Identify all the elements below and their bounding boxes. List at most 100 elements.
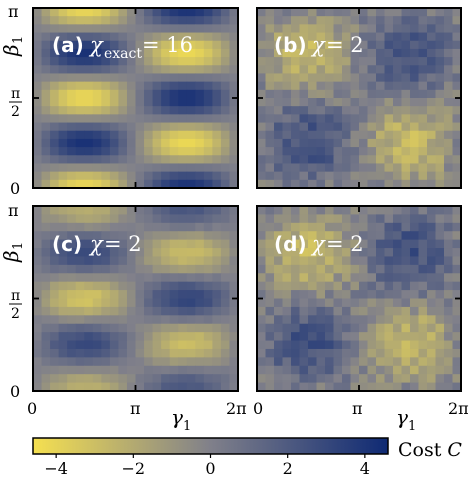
heatmap-cell <box>118 365 128 375</box>
heatmap-cell <box>186 89 196 99</box>
heatmap-cell <box>410 273 420 283</box>
heatmap-cell <box>109 130 120 140</box>
heatmap-cell <box>350 65 360 75</box>
heatmap-cell <box>444 89 454 99</box>
heatmap-cell <box>135 290 145 300</box>
heatmap-cell <box>195 315 205 325</box>
heatmap-cell <box>299 8 309 17</box>
heatmap-cell <box>152 264 162 274</box>
heatmap-cell <box>50 57 60 66</box>
heatmap-cell <box>101 73 111 83</box>
heatmap-cell <box>282 122 292 132</box>
heatmap-cell <box>186 214 196 224</box>
heatmap-cell <box>325 315 335 325</box>
heatmap-cell <box>41 357 51 367</box>
heatmap-cell <box>135 48 145 58</box>
heatmap-cell <box>212 16 222 25</box>
heatmap-cell <box>195 179 205 189</box>
heatmap-cell <box>203 179 213 189</box>
heatmap-cell <box>203 89 213 99</box>
heatmap-cell <box>101 81 111 91</box>
heatmap-cell <box>169 357 179 367</box>
heatmap-cell <box>333 340 343 350</box>
heatmap-cell <box>109 281 120 291</box>
heatmap-cell <box>118 340 128 350</box>
heatmap-cell <box>92 264 102 274</box>
heatmap-cell <box>220 8 231 17</box>
heatmap-cell <box>299 179 309 189</box>
heatmap-cell <box>316 8 326 17</box>
heatmap-cell <box>376 89 386 99</box>
heatmap-cell <box>229 323 239 333</box>
heatmap-cell <box>257 163 267 173</box>
heatmap-cell <box>195 281 205 291</box>
heatmap-cell <box>220 155 231 165</box>
heatmap-cell <box>50 98 60 107</box>
heatmap-cell <box>178 222 188 232</box>
heatmap-cell <box>152 382 162 392</box>
heatmap-cell <box>220 256 231 266</box>
heatmap-cell <box>282 340 292 350</box>
heatmap-cell <box>118 222 128 232</box>
heatmap-cell <box>427 40 437 50</box>
heatmap-cell <box>384 138 394 148</box>
heatmap-cell <box>384 306 394 316</box>
heatmap-cell <box>101 256 111 266</box>
heatmap-cell <box>169 298 179 308</box>
heatmap-cell <box>435 138 445 148</box>
heatmap-cell <box>333 106 343 115</box>
heatmap-cell <box>299 290 309 300</box>
heatmap-cell <box>229 57 239 66</box>
heatmap-cell <box>41 315 51 325</box>
heatmap-cell <box>58 122 68 132</box>
heatmap-cell <box>342 273 352 283</box>
heatmap-cell <box>418 106 428 115</box>
heatmap-cell <box>444 256 454 266</box>
heatmap-cell <box>393 281 403 291</box>
heatmap-cell <box>41 281 51 291</box>
heatmap-cell <box>58 155 68 165</box>
heatmap-cell <box>67 147 77 156</box>
heatmap-cell <box>195 298 205 308</box>
heatmap-cell <box>203 130 213 140</box>
heatmap-cell <box>178 315 188 325</box>
heatmap-cell <box>50 114 60 124</box>
y-axis-label-top: β <box>0 44 23 57</box>
heatmap-cell <box>178 81 188 91</box>
heatmap-cell <box>435 382 445 392</box>
heatmap-cell <box>274 81 284 91</box>
heatmap-cell <box>41 98 51 107</box>
heatmap-cell <box>33 273 43 283</box>
heatmap-cell <box>350 248 360 258</box>
heatmap-cell <box>367 98 377 107</box>
heatmap-cell <box>50 340 60 350</box>
heatmap-cell <box>118 163 128 173</box>
heatmap-cell <box>401 248 411 258</box>
heatmap-cell <box>325 57 335 66</box>
heatmap-cell <box>135 163 145 173</box>
heatmap-cell <box>169 273 179 283</box>
heatmap-cell <box>435 231 445 241</box>
heatmap-cell <box>33 365 43 375</box>
heatmap-cell <box>109 248 120 258</box>
heatmap-cell <box>186 323 196 333</box>
heatmap-cell <box>410 122 420 132</box>
heatmap-cell <box>50 179 60 189</box>
heatmap-cell <box>325 155 335 165</box>
heatmap-cell <box>444 65 454 75</box>
heatmap-cell <box>333 48 343 58</box>
heatmap-cell <box>101 155 111 165</box>
heatmap-cell <box>92 122 102 132</box>
heatmap-cell <box>384 315 394 325</box>
heatmap-cell <box>152 171 162 181</box>
heatmap-cell <box>401 206 411 216</box>
heatmap-cell <box>178 106 188 115</box>
heatmap-cell <box>291 179 301 189</box>
heatmap-cell <box>401 171 411 181</box>
heatmap-cell <box>452 138 462 148</box>
heatmap-cell <box>342 315 352 325</box>
heatmap-cell <box>135 89 145 99</box>
heatmap-cell <box>92 374 102 384</box>
heatmap-cell <box>126 332 137 342</box>
heatmap-cell <box>203 206 213 216</box>
